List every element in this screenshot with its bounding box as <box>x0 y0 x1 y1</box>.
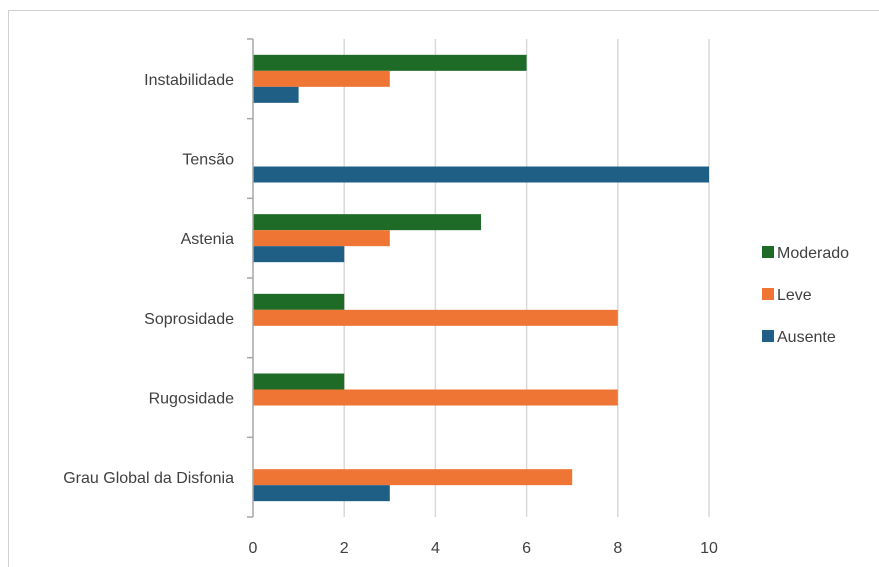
bar-ausente-3 <box>253 246 345 263</box>
bar-ausente-4 <box>253 166 709 183</box>
legend-swatch-leve <box>762 288 774 300</box>
legend-label-leve: Leve <box>777 287 812 304</box>
bar-ausente-0 <box>253 485 390 502</box>
bar-leve-5 <box>253 70 390 87</box>
bar-leve-0 <box>253 469 573 486</box>
bar-moderado-5 <box>253 54 527 71</box>
bar-ausente-5 <box>253 86 299 103</box>
x-tick-label-10: 10 <box>700 540 718 557</box>
bar-moderado-1 <box>253 373 345 390</box>
category-label-1: Rugosidade <box>149 391 235 408</box>
legend-swatch-moderado <box>762 246 774 258</box>
category-label-2: Soprosidade <box>144 311 234 328</box>
x-tick-labels: 0 2 4 6 8 10 <box>249 540 718 557</box>
bars <box>253 54 709 502</box>
legend-label-moderado: Moderado <box>777 245 849 262</box>
x-tick-label-4: 4 <box>431 540 440 557</box>
bar-moderado-3 <box>253 214 481 231</box>
bar-leve-2 <box>253 309 618 326</box>
y-axis <box>247 38 254 518</box>
bar-leve-3 <box>253 230 390 247</box>
bar-moderado-2 <box>253 293 345 310</box>
x-tick-label-0: 0 <box>249 540 258 557</box>
category-label-0: Grau Global da Disfonia <box>63 470 234 487</box>
category-labels: Grau Global da Disfonia Rugosidade Soprosi… <box>63 72 234 487</box>
legend-swatch-ausente <box>762 330 774 342</box>
x-tick-label-2: 2 <box>340 540 349 557</box>
category-label-3: Astenia <box>181 231 234 248</box>
gridlines <box>343 39 710 517</box>
chart-frame <box>8 10 879 567</box>
legend: Moderado Leve Ausente <box>762 245 849 346</box>
category-label-4: Tensão <box>182 152 234 169</box>
legend-label-ausente: Ausente <box>777 329 836 346</box>
category-label-5: Instabilidade <box>144 72 234 89</box>
bar-leve-1 <box>253 389 618 406</box>
x-tick-label-8: 8 <box>613 540 622 557</box>
x-tick-label-6: 6 <box>522 540 531 557</box>
